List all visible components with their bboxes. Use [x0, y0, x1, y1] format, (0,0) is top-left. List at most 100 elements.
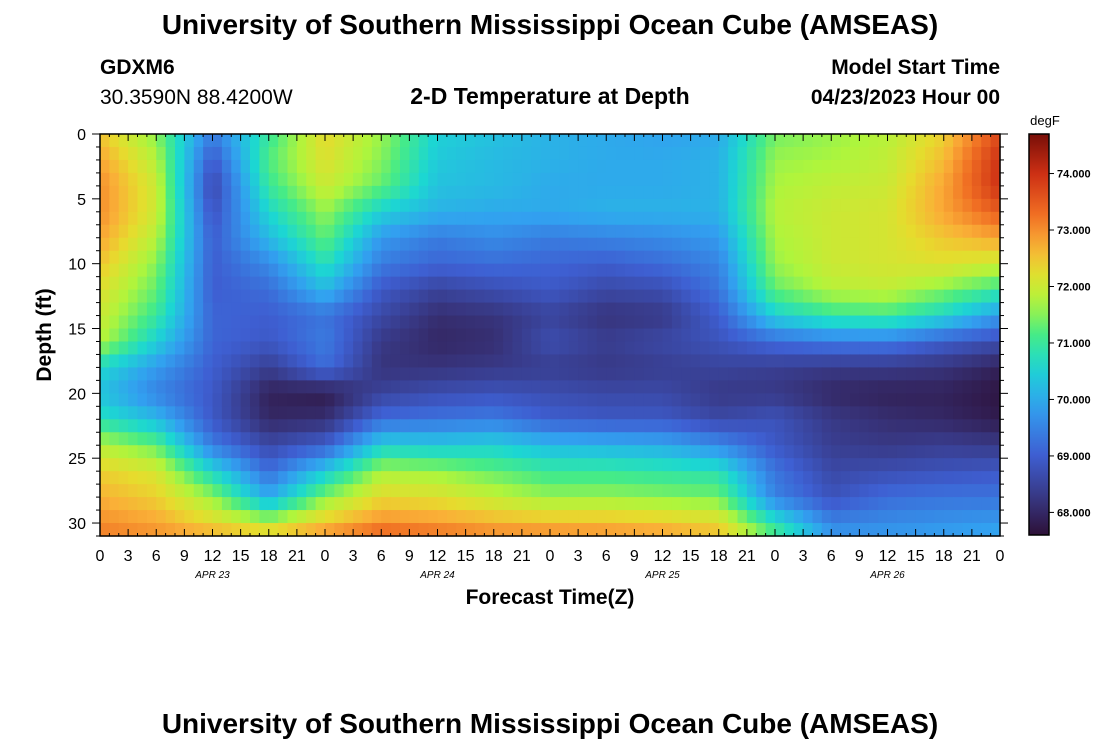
heatmap-cell	[803, 289, 814, 304]
heatmap-cell	[990, 185, 1001, 200]
heatmap-cell	[775, 341, 785, 356]
heatmap-cell	[681, 432, 692, 446]
heatmap-cell	[606, 172, 617, 187]
heatmap-cell	[231, 471, 242, 485]
heatmap-cell	[793, 367, 804, 381]
heatmap-cell	[221, 432, 232, 446]
heatmap-cell	[831, 419, 842, 433]
heatmap-cell	[756, 458, 767, 472]
heatmap-cell	[446, 315, 457, 330]
heatmap-cell	[981, 484, 992, 498]
heatmap-cell	[775, 198, 785, 213]
heatmap-cell	[625, 406, 635, 420]
heatmap-cell	[390, 419, 401, 433]
heatmap-cell	[859, 419, 870, 433]
heatmap-cell	[221, 328, 232, 343]
heatmap-cell	[653, 159, 664, 174]
heatmap-cell	[306, 276, 317, 291]
heatmap-cell	[700, 432, 710, 446]
heatmap-cell	[728, 263, 739, 278]
heatmap-cell	[231, 289, 242, 304]
heatmap-cell	[306, 328, 317, 343]
heatmap-cell	[325, 328, 335, 343]
heatmap-cell	[109, 315, 120, 330]
heatmap-cell	[915, 445, 926, 459]
heatmap-cell	[596, 419, 607, 433]
heatmap-cell	[981, 211, 992, 226]
heatmap-cell	[962, 198, 973, 213]
heatmap-cell	[334, 471, 345, 485]
heatmap-cell	[662, 406, 673, 420]
heatmap-cell	[653, 471, 664, 485]
heatmap-cell	[709, 341, 720, 356]
heatmap-cell	[737, 237, 748, 252]
heatmap-cell	[390, 315, 401, 330]
heatmap-cell	[531, 445, 542, 459]
heatmap-cell	[400, 315, 410, 330]
heatmap-cell	[400, 393, 410, 407]
heatmap-cell	[728, 185, 739, 200]
heatmap-cell	[137, 419, 148, 433]
heatmap-cell	[531, 380, 542, 394]
heatmap-cell	[662, 341, 673, 356]
heatmap-cell	[493, 134, 504, 148]
heatmap-cell	[943, 263, 954, 278]
heatmap-cell	[212, 419, 223, 433]
heatmap-cell	[221, 380, 232, 394]
heatmap-cell	[100, 159, 110, 174]
heatmap-cell	[212, 224, 223, 239]
heatmap-cell	[353, 406, 364, 420]
heatmap-cell	[915, 134, 926, 148]
heatmap-cell	[681, 289, 692, 304]
heatmap-cell	[184, 159, 195, 174]
heatmap-cell	[203, 523, 214, 537]
heatmap-cell	[390, 471, 401, 485]
heatmap-cell	[784, 445, 795, 459]
heatmap-cell	[990, 302, 1001, 317]
heatmap-cell	[681, 406, 692, 420]
heatmap-cell	[906, 134, 917, 148]
x-tick-label: 9	[855, 548, 864, 565]
heatmap-cell	[268, 172, 279, 187]
heatmap-cell	[165, 224, 176, 239]
heatmap-cell	[906, 315, 917, 330]
heatmap-cell	[953, 302, 964, 317]
heatmap-cell	[746, 198, 757, 213]
heatmap-cell	[259, 315, 270, 330]
heatmap-cell	[437, 393, 448, 407]
heatmap-cell	[831, 523, 842, 537]
heatmap-cell	[596, 510, 607, 524]
heatmap-cell	[465, 393, 476, 407]
heatmap-cell	[746, 380, 757, 394]
heatmap-cell	[240, 159, 251, 174]
heatmap-cell	[437, 198, 448, 213]
heatmap-cell	[615, 328, 626, 343]
heatmap-cell	[259, 289, 270, 304]
heatmap-cell	[943, 341, 954, 356]
heatmap-cell	[878, 328, 889, 343]
heatmap-cell	[146, 484, 157, 498]
heatmap-cell	[456, 172, 467, 187]
heatmap-cell	[428, 302, 439, 317]
heatmap-cell	[296, 419, 307, 433]
heatmap-cell	[212, 172, 223, 187]
heatmap-cell	[878, 250, 889, 265]
heatmap-cell	[465, 134, 476, 148]
heatmap-cell	[840, 315, 851, 330]
heatmap-cell	[831, 185, 842, 200]
heatmap-cell	[278, 224, 289, 239]
heatmap-cell	[231, 458, 242, 472]
heatmap-cell	[868, 510, 879, 524]
heatmap-cell	[653, 276, 664, 291]
heatmap-cell	[531, 458, 542, 472]
heatmap-cell	[212, 497, 223, 511]
heatmap-cell	[531, 367, 542, 381]
heatmap-cell	[803, 328, 814, 343]
heatmap-cell	[146, 328, 157, 343]
heatmap-cell	[371, 406, 382, 420]
heatmap-cell	[512, 211, 523, 226]
heatmap-cell	[634, 237, 645, 252]
heatmap-cell	[793, 302, 804, 317]
heatmap-cell	[165, 445, 176, 459]
heatmap-cell	[371, 250, 382, 265]
